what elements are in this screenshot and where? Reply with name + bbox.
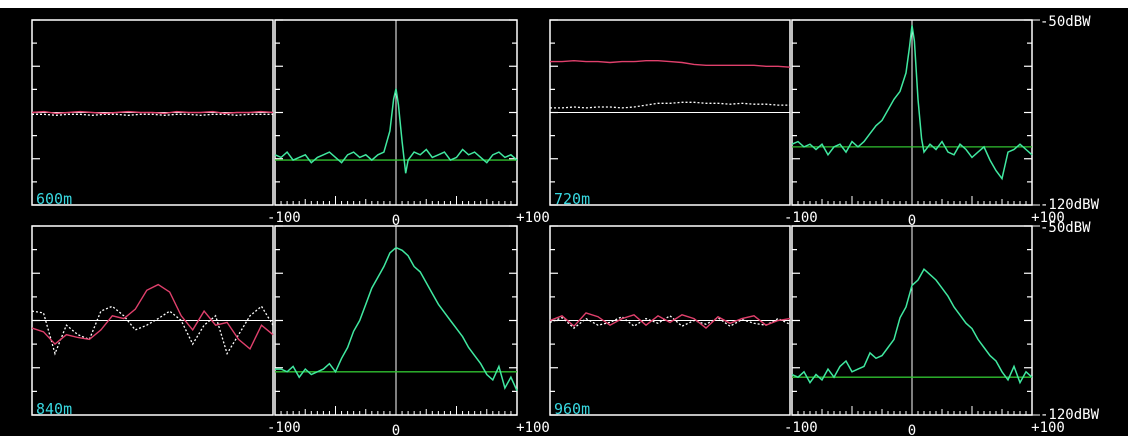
panel-960m-red-trace (549, 312, 791, 330)
panel-960m-spectrum-line (791, 268, 1033, 385)
panel-960m-freq-min-label: -100 (784, 420, 818, 436)
panel-600m-spectrum-line (274, 88, 518, 174)
panel-960m-freq-mid-label: 0 (908, 423, 916, 436)
panel-840m-spec-yticks-right (509, 225, 517, 416)
panel-840m-freq-mid-label: 0 (392, 423, 400, 436)
panel-720m-freq-min-label: -100 (784, 210, 818, 226)
panel-600m-freq-max-label: +100 (516, 210, 550, 226)
panel-840m-freq-max-label: +100 (516, 420, 550, 436)
panel-720m-red-trace (550, 59, 791, 68)
panel-960m-spec-yticks-left (792, 225, 800, 416)
panel-600m-spec-yticks-left (275, 19, 283, 206)
panel-720m-label: 720m (554, 190, 590, 208)
panel-720m-white-trace (550, 101, 790, 109)
panel-840m-spectrum-line (275, 246, 518, 392)
display-background (0, 8, 1128, 436)
panel-960m-spec-yticks-right (1024, 225, 1032, 416)
panel-840m-red-trace (31, 283, 274, 351)
panel-600m-spec-xticks (274, 196, 518, 205)
panel-720m-freq-max-label: +100 (1031, 210, 1065, 226)
panel-960m-white-trace (549, 314, 791, 329)
panel-840m-spec-yticks-left (275, 225, 283, 416)
panel-600m-freq-mid-label: 0 (392, 213, 400, 229)
db-top-label-row2: -50dBW (1040, 220, 1091, 236)
panel-600m-white-trace (32, 113, 273, 116)
db-top-label-row1: -50dBW (1040, 14, 1091, 30)
panel-960m-spec-xticks (791, 406, 1033, 415)
panel-600m-freq-min-label: -100 (267, 210, 301, 226)
panel-960m-label: 960m (554, 400, 590, 418)
panel-720m-spec-yticks-right (1024, 19, 1032, 206)
panel-600m-red-trace (31, 110, 274, 115)
panel-720m-freq-mid-label: 0 (908, 213, 916, 229)
panel-840m-spec-xticks (274, 406, 518, 415)
panel-720m-spectrum-line (791, 25, 1033, 181)
db-bottom-label-row1: -120dBW (1040, 197, 1100, 213)
panel-840m-freq-min-label: -100 (267, 420, 301, 436)
panel-840m-label: 840m (36, 400, 72, 418)
panel-720m-spec-yticks-left (792, 19, 800, 206)
panel-720m-spec-xticks (791, 196, 1033, 205)
db-bottom-label-row2: -120dBW (1040, 407, 1100, 423)
panel-600m-label: 600m (36, 190, 72, 208)
panel-960m-freq-max-label: +100 (1031, 420, 1065, 436)
